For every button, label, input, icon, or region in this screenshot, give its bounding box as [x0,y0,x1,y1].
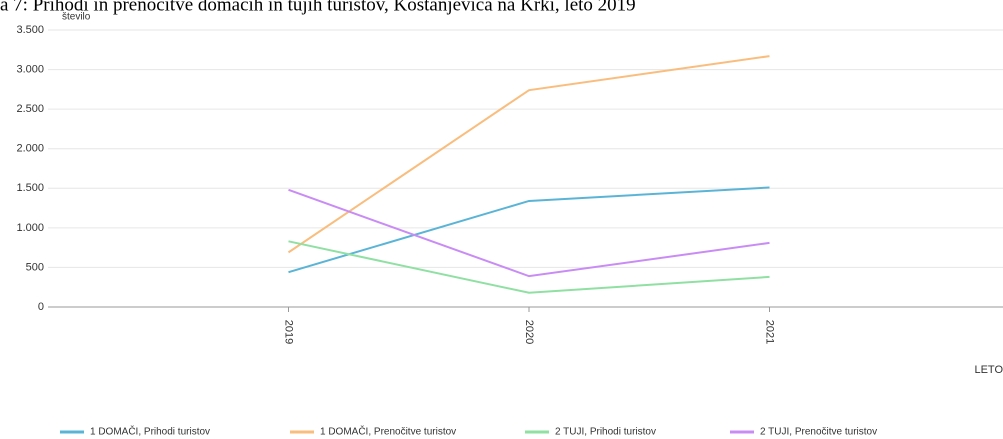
line [287,55,770,254]
x-tick-label: 2020 [523,320,535,344]
y-tick-label: 1.000 [16,222,44,234]
y-tick-label: 3.000 [16,63,44,75]
legend-label: 2 TUJI, Prenočitve turistov [760,427,877,438]
x-tick-label: 2019 [283,320,295,344]
y-tick-label: 2.000 [16,143,44,155]
y-axis-label: število [62,12,91,23]
legend-label: 1 DOMAČI, Prihodi turistov [90,425,210,438]
line [288,186,770,274]
y-tick-label: 500 [26,261,44,273]
y-tick-label: 3.500 [16,24,44,36]
y-tick-label: 2.500 [16,103,44,115]
x-axis-label: LETO [974,364,1003,376]
line [288,240,770,294]
legend-label: 1 DOMAČI, Prenočitve turistov [320,425,456,438]
chart-title: a 7: Prihodi in prenočitve domačih in tu… [0,0,636,15]
line [288,188,770,278]
y-tick-label: 1.500 [16,182,44,194]
y-tick-label: 0 [38,301,44,313]
legend-label: 2 TUJI, Prihodi turistov [555,427,656,438]
x-tick-label: 2021 [764,320,776,344]
